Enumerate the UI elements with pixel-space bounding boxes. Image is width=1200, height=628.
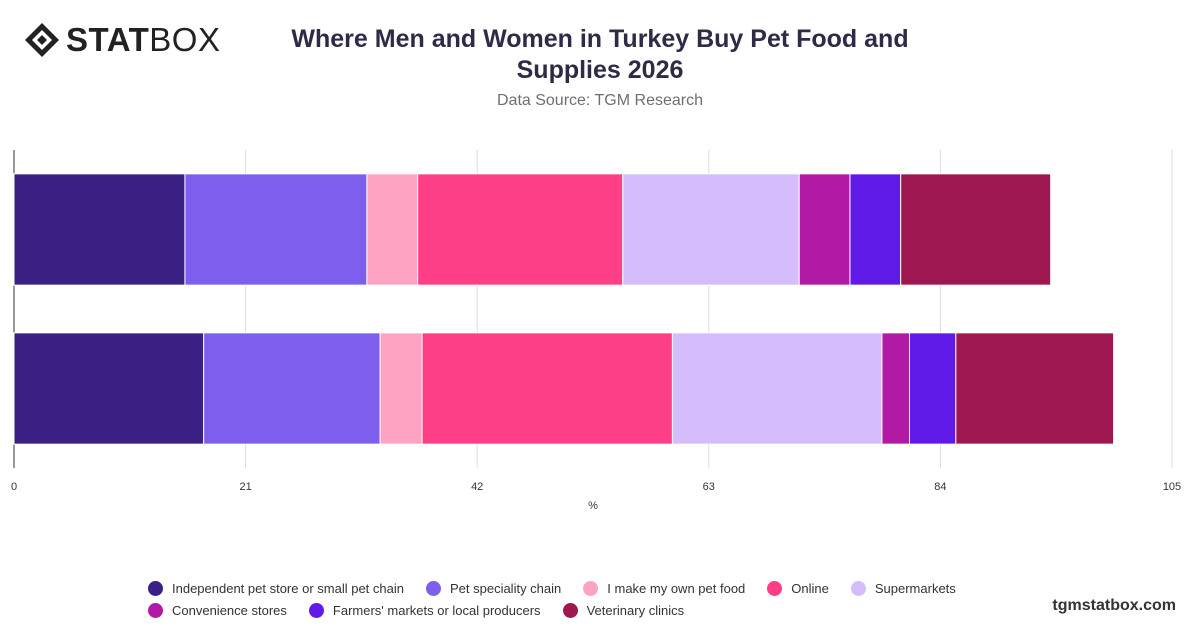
bar-segment: [421, 332, 673, 445]
bar-segment: [379, 332, 423, 445]
bar-segment: [909, 332, 957, 445]
legend-label: Convenience stores: [172, 602, 287, 618]
legend-item[interactable]: Online: [767, 580, 829, 596]
legend-item[interactable]: Farmers' markets or local producers: [308, 602, 541, 618]
bar-segment: [417, 173, 624, 286]
statbox-diamond-icon: [25, 23, 59, 57]
stacked-bar-chart: 0 21 42 63 84 105%: [11, 150, 1181, 512]
x-tick-label: 63: [703, 481, 715, 493]
x-tick-label: 0: [11, 481, 17, 493]
logo-text-bold: STAT: [66, 21, 150, 58]
bar-segment: [622, 173, 800, 286]
logo-wordmark: STATBOX: [66, 22, 220, 58]
legend-label: Independent pet store or small pet chain: [172, 580, 404, 596]
bar-segment: [881, 332, 911, 445]
legend-swatch: [148, 602, 163, 618]
bar-segment: [13, 173, 186, 286]
legend-label: Pet speciality chain: [449, 580, 562, 596]
legend-item[interactable]: Convenience stores: [148, 602, 287, 618]
x-tick-label: 84: [934, 481, 946, 493]
legend-item[interactable]: Pet speciality chain: [425, 580, 562, 596]
legend-swatch: [767, 580, 783, 596]
chart-subtitle: Data Source: TGM Research: [496, 92, 703, 109]
legend-item[interactable]: Independent pet store or small pet chain: [148, 580, 404, 596]
bar-segment: [955, 332, 1115, 445]
x-axis-label: %: [588, 500, 598, 512]
legend-swatch: [308, 602, 324, 618]
legend-swatch: [562, 602, 578, 618]
bar-segment: [13, 332, 205, 445]
legend-label: Veterinary clinics: [586, 602, 685, 618]
bar-segment: [671, 332, 883, 445]
logo-text-light: BOX: [149, 21, 221, 58]
legend-swatch: [425, 580, 441, 596]
legend-item[interactable]: Supermarkets: [850, 580, 956, 596]
legend-swatch: [148, 580, 163, 596]
bar-segment: [184, 173, 368, 286]
bar-segment: [366, 173, 419, 286]
chart-legend: Independent pet store or small pet chain…: [148, 580, 1078, 618]
x-tick-label: 21: [239, 481, 251, 493]
x-tick-label: 42: [471, 481, 483, 493]
bar-segment: [798, 173, 851, 286]
legend-label: I make my own pet food: [607, 580, 746, 596]
legend-label: Supermarkets: [874, 580, 956, 596]
bar-segment: [849, 173, 902, 286]
legend-item[interactable]: Veterinary clinics: [562, 602, 685, 618]
bar-segment: [900, 173, 1052, 286]
legend-label: Farmers' markets or local producers: [332, 602, 541, 618]
legend-item[interactable]: I make my own pet food: [583, 580, 745, 596]
x-tick-label: 105: [1163, 481, 1181, 493]
legend-swatch: [850, 580, 866, 596]
statbox-logo: STATBOX: [24, 22, 220, 58]
legend-swatch: [583, 580, 599, 596]
chart-title: Where Men and Women in Turkey Buy Pet Fo…: [291, 25, 909, 84]
footer-site: tgmstatbox.com: [1052, 597, 1176, 614]
legend-label: Online: [791, 580, 829, 596]
bar-segment: [203, 332, 381, 445]
